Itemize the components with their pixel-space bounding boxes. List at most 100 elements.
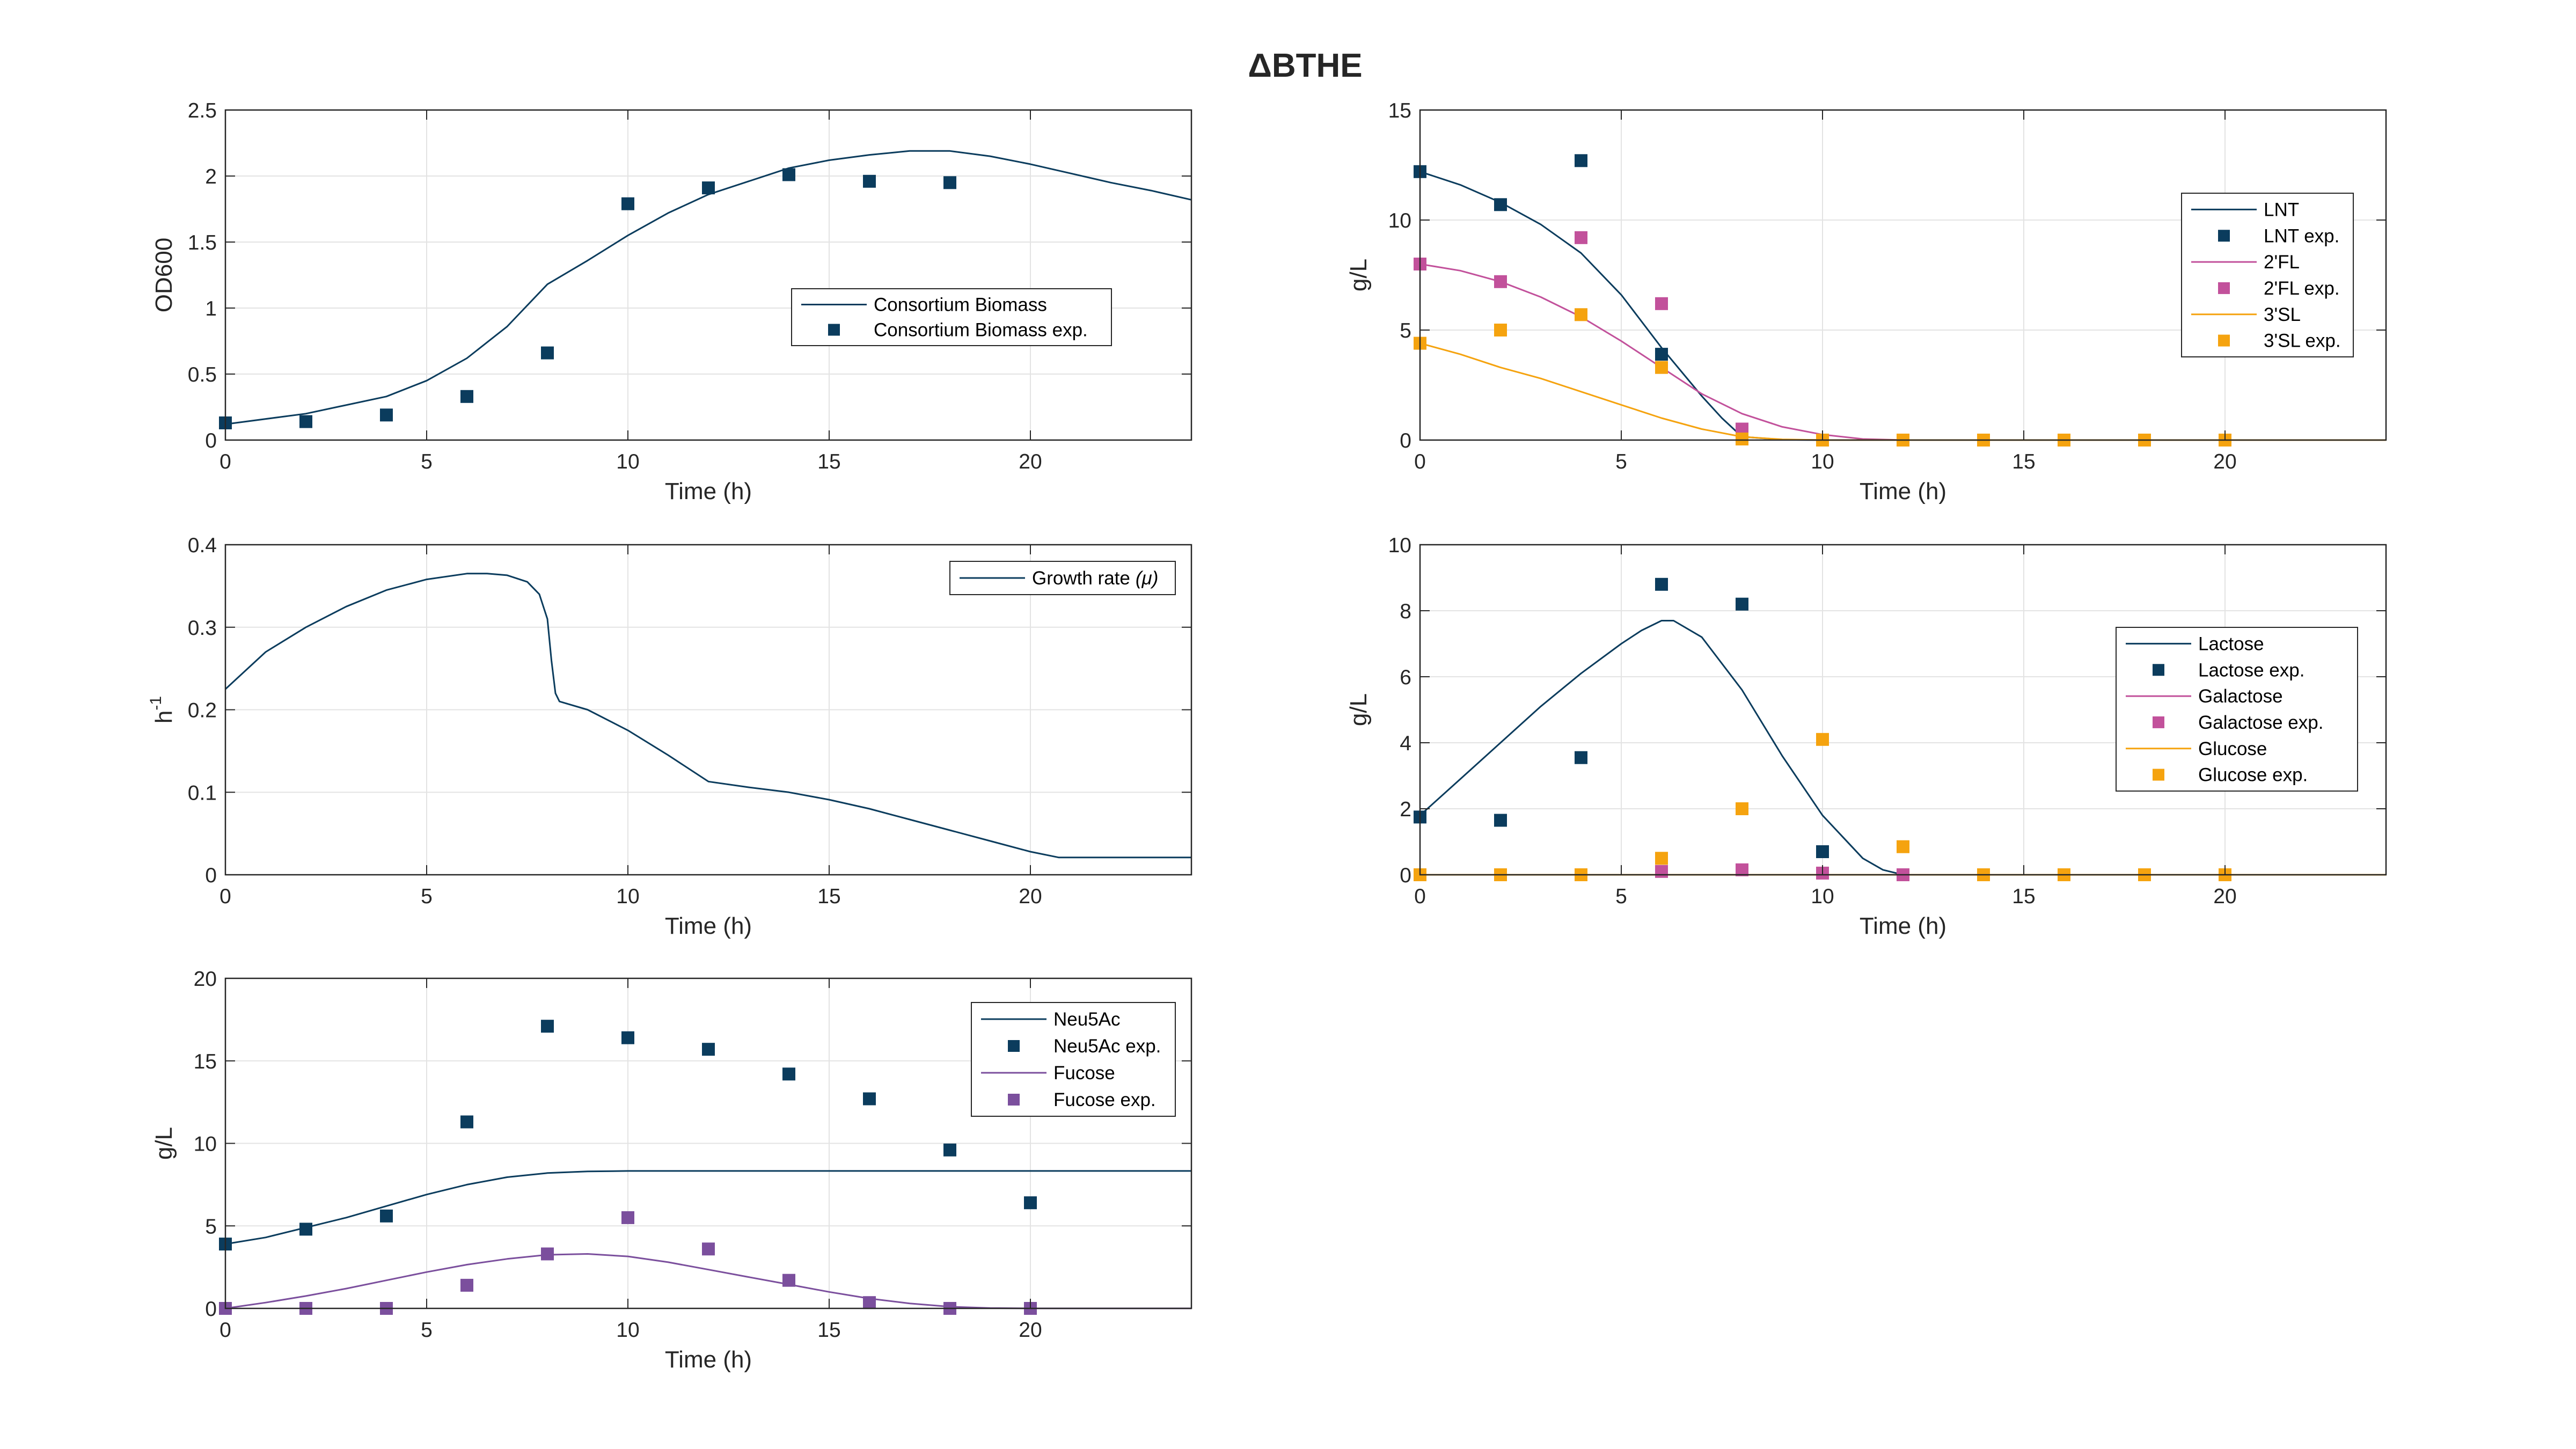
x-tick-label: 5	[421, 450, 433, 473]
y-tick-label: 0	[205, 864, 217, 887]
data-point	[621, 1031, 634, 1044]
legend-entry-label: Neu5Ac exp.	[1053, 1036, 1161, 1057]
x-tick-label: 15	[817, 1319, 840, 1342]
x-tick-label: 15	[2012, 885, 2035, 908]
legend-entry-label: Glucose	[2198, 738, 2267, 759]
x-tick-label: 5	[421, 1319, 433, 1342]
y-tick-label: 0.4	[188, 534, 217, 557]
data-point	[1575, 154, 1587, 167]
legend-entry-label: Galactose exp.	[2198, 712, 2323, 733]
legend-entry-label: Growth rate (μ)	[1032, 568, 1158, 589]
y-axis-label-superscript: -1	[147, 696, 165, 711]
legend-entry-label: Consortium Biomass exp.	[874, 320, 1088, 341]
data-point	[1897, 840, 1909, 853]
legend-swatch-marker	[2153, 716, 2164, 728]
y-tick-label: 5	[205, 1215, 217, 1238]
legend-entry-label: Lactose	[2198, 633, 2264, 654]
data-point	[1655, 852, 1668, 865]
x-tick-label: 10	[1811, 885, 1834, 908]
x-axis-label: Time (h)	[665, 913, 752, 939]
data-point	[541, 347, 554, 360]
legend-entry-label: 2'FL	[2264, 252, 2300, 273]
data-point	[460, 1116, 473, 1129]
chart-panel-p5: 0 5 10 15 20 0 5 10 15 20 Time (h) g/L Neu5Ac Neu5Ac …	[151, 968, 1191, 1373]
legend-entry-label: Glucose exp.	[2198, 765, 2308, 786]
data-point	[702, 1242, 715, 1255]
y-tick-label: 20	[194, 968, 217, 991]
data-point	[1816, 845, 1829, 858]
data-point	[621, 1211, 634, 1224]
x-tick-label: 0	[1414, 885, 1426, 908]
x-tick-label: 10	[616, 885, 639, 908]
legend-entry-name: Growth rate	[1032, 568, 1130, 589]
legend-entry-name: Glucose exp.	[2198, 765, 2308, 786]
x-tick-label: 5	[1615, 450, 1627, 473]
x-tick-label: 5	[1615, 885, 1627, 908]
x-tick-label: 0	[219, 1319, 231, 1342]
y-tick-label: 10	[1388, 209, 1411, 232]
legend-entry-label: 3'SL	[2264, 304, 2301, 325]
legend-entry-symbol: (μ)	[1136, 568, 1159, 589]
legend-swatch-marker	[1008, 1094, 1020, 1106]
y-tick-label: 2	[1400, 798, 1411, 821]
data-point	[460, 390, 473, 403]
y-tick-label: 10	[1388, 534, 1411, 557]
y-tick-label: 10	[194, 1133, 217, 1156]
legend-entry-name: Fucose	[1053, 1063, 1115, 1084]
legend-swatch-marker	[2153, 664, 2164, 676]
x-axis-label: Time (h)	[1860, 478, 1946, 504]
legend-swatch-marker	[2218, 230, 2230, 241]
y-tick-label: 4	[1400, 732, 1411, 755]
x-tick-label: 20	[1019, 885, 1042, 908]
data-point	[621, 197, 634, 210]
data-point	[1816, 733, 1829, 746]
data-point	[782, 1067, 795, 1080]
x-tick-label: 10	[1811, 450, 1834, 473]
y-axis-label: OD600	[151, 238, 177, 312]
y-tick-label: 0.5	[188, 363, 217, 386]
data-point	[863, 1296, 876, 1309]
x-tick-label: 20	[2213, 885, 2236, 908]
y-axis-label: g/L	[1345, 693, 1372, 726]
y-tick-label: 0	[1400, 864, 1411, 887]
data-point	[541, 1020, 554, 1033]
legend: LNTLNT exp.2'FL2'FL exp.3'SL3'SL exp.	[2182, 193, 2353, 357]
y-tick-label: 2.5	[188, 99, 217, 122]
x-tick-label: 0	[1414, 450, 1426, 473]
data-point	[1494, 324, 1507, 336]
data-point	[782, 169, 795, 181]
y-tick-label: 2	[205, 165, 217, 188]
y-tick-label: 15	[1388, 99, 1411, 122]
legend-entry-label: Neu5Ac	[1053, 1009, 1121, 1030]
data-point	[1575, 308, 1587, 321]
legend-swatch-marker	[1008, 1040, 1020, 1052]
x-tick-label: 5	[421, 885, 433, 908]
legend: LactoseLactose exp.GalactoseGalactose ex…	[2116, 627, 2358, 791]
x-tick-label: 20	[2213, 450, 2236, 473]
y-tick-label: 0.2	[188, 699, 217, 722]
y-axis-label-text: h	[151, 711, 177, 723]
y-axis-label: g/L	[151, 1127, 177, 1160]
data-point	[1494, 814, 1507, 827]
legend-entry-label: Fucose	[1053, 1063, 1115, 1084]
y-axis-label-text: g/L	[1345, 693, 1372, 726]
x-tick-label: 20	[1019, 450, 1042, 473]
y-tick-label: 5	[1400, 319, 1411, 342]
y-tick-label: 15	[194, 1050, 217, 1073]
legend-entry-label: 3'SL exp.	[2264, 331, 2341, 352]
data-point	[1655, 361, 1668, 374]
data-point	[460, 1279, 473, 1292]
legend-entry-name: Lactose exp.	[2198, 660, 2304, 680]
x-tick-label: 0	[219, 885, 231, 908]
x-tick-label: 10	[616, 1319, 639, 1342]
data-point	[541, 1248, 554, 1261]
y-tick-label: 0	[205, 1298, 217, 1321]
data-point	[1494, 275, 1507, 288]
legend-entry-name: Galactose exp.	[2198, 712, 2323, 733]
y-tick-label: 0	[1400, 429, 1411, 452]
y-tick-label: 0.3	[188, 617, 217, 640]
data-point	[299, 415, 312, 428]
legend-swatch-marker	[828, 324, 840, 336]
